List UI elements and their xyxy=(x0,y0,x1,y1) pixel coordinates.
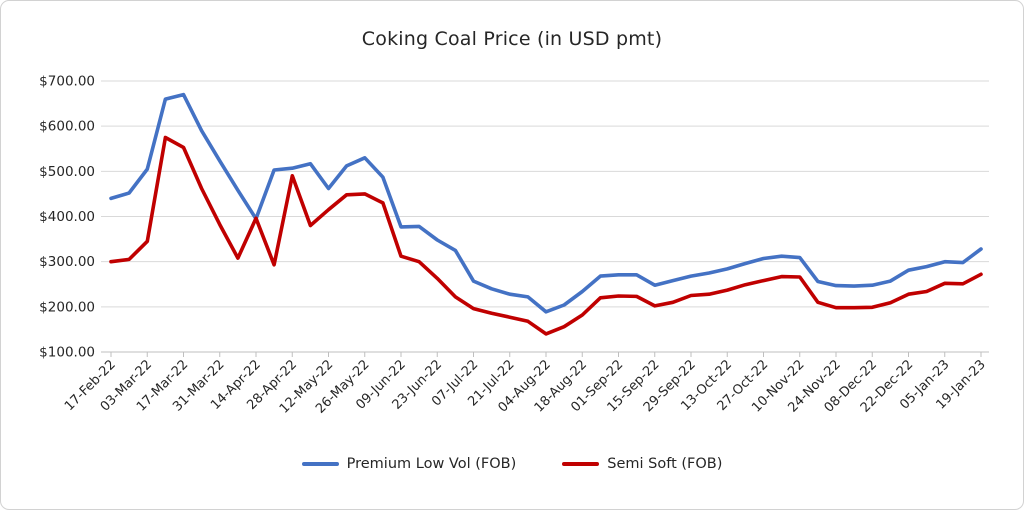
y-tick-label: $600.00 xyxy=(39,119,95,135)
legend-label-semi-soft: Semi Soft (FOB) xyxy=(607,456,723,472)
legend-label-premium-low-vol: Premium Low Vol (FOB) xyxy=(346,456,517,472)
legend-swatch-semi-soft xyxy=(562,461,600,467)
legend-item-premium-low-vol: Premium Low Vol (FOB) xyxy=(301,456,517,472)
y-tick-label: $700.00 xyxy=(39,74,95,90)
series-line-premium-low-vol-fob xyxy=(109,92,983,314)
y-tick-label: $300.00 xyxy=(39,254,95,270)
y-tick-label: $100.00 xyxy=(39,345,95,361)
legend-swatch-premium-low-vol xyxy=(301,461,339,467)
series-line-semi-soft-fob xyxy=(109,135,983,336)
y-tick-label: $200.00 xyxy=(39,299,95,315)
legend: Premium Low Vol (FOB) Semi Soft (FOB) xyxy=(1,456,1023,472)
y-tick-label: $500.00 xyxy=(39,164,95,180)
y-tick-label: $400.00 xyxy=(39,209,95,225)
chart-title: Coking Coal Price (in USD pmt) xyxy=(361,28,663,50)
legend-item-semi-soft: Semi Soft (FOB) xyxy=(562,456,722,472)
